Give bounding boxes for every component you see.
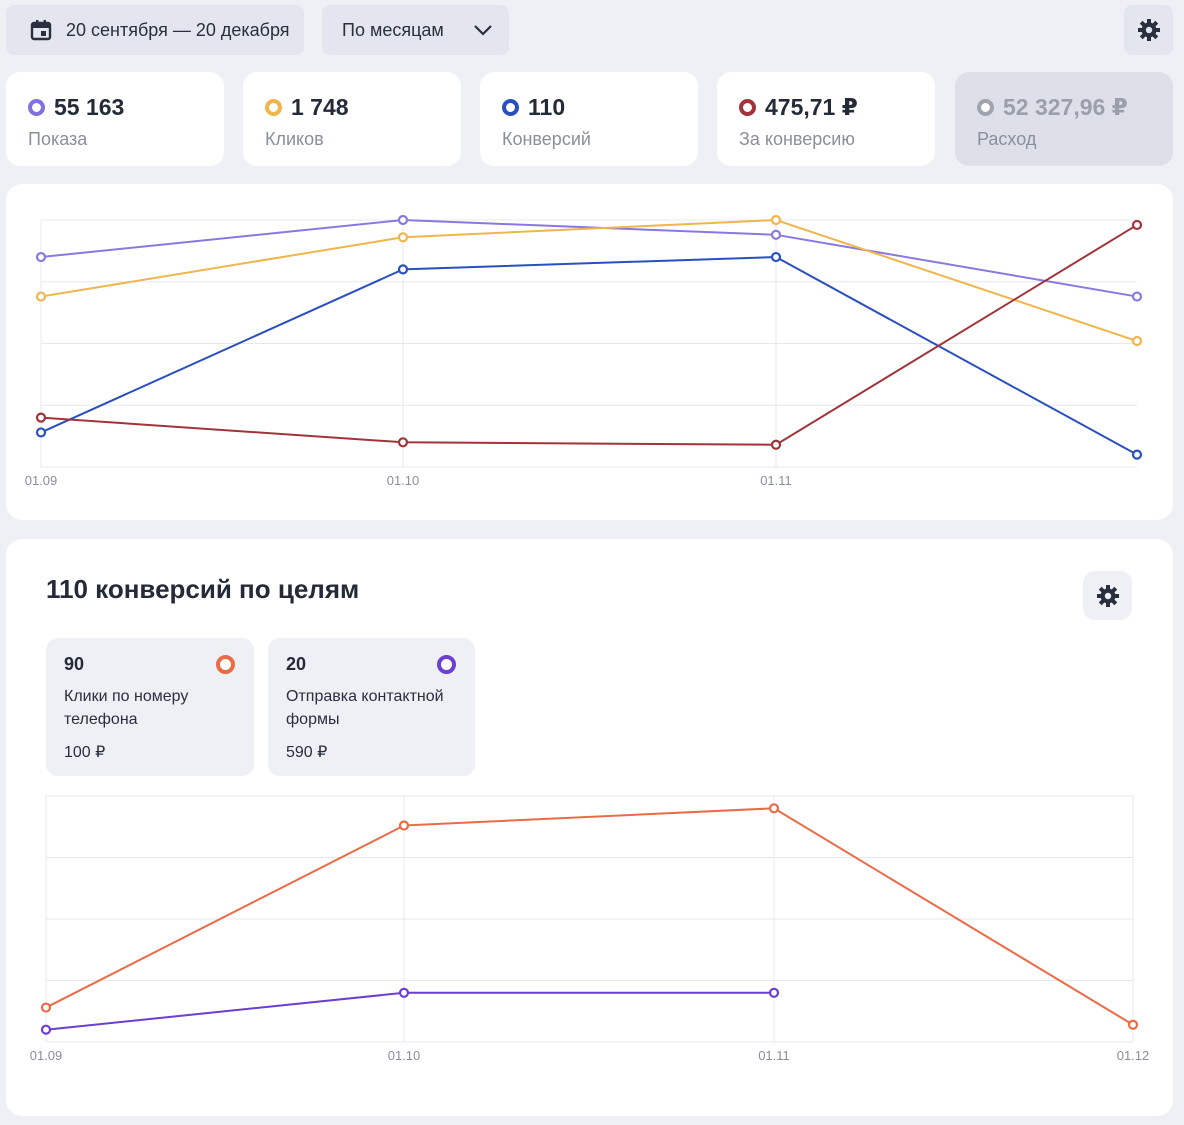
metric-impressions[interactable]: 55 163 Показа <box>6 72 224 166</box>
metric-spend[interactable]: 52 327,96 ₽ Расход <box>955 72 1173 166</box>
data-point <box>35 427 47 438</box>
metric-label: Расход <box>977 129 1037 149</box>
metric-value-row: 55 163 <box>28 94 224 121</box>
metric-value: 55 163 <box>54 94 125 120</box>
series-line <box>40 256 1138 456</box>
spend-ring-icon <box>977 99 994 116</box>
data-point <box>1131 449 1143 460</box>
metric-clicks[interactable]: 1 748 Кликов <box>243 72 461 166</box>
data-point <box>768 987 780 998</box>
goal-card-contact-form[interactable]: 20 Отправка контактной формы 590 ₽ <box>268 638 475 776</box>
goals-card: 110 конверсий по целям 90 Клики по номер… <box>6 539 1173 1116</box>
date-range-label: 20 сентября — 20 декабря <box>66 19 290 40</box>
data-point <box>397 232 409 243</box>
metric-value-row: 110 <box>502 94 698 121</box>
data-point <box>35 412 47 423</box>
cpa-ring-icon <box>739 99 756 116</box>
data-point <box>40 1024 52 1035</box>
goal-ring-icon <box>216 655 235 674</box>
metric-value: 1 748 <box>291 94 349 120</box>
metric-label: Конверсий <box>502 129 591 149</box>
metric-value: 475,71 ₽ <box>765 94 858 120</box>
data-point <box>770 229 782 240</box>
goals-title: 110 конверсий по целям <box>46 574 360 604</box>
conversions-ring-icon <box>502 99 519 116</box>
data-point <box>40 1002 52 1013</box>
goal-price: 590 ₽ <box>286 744 328 761</box>
goals-line-chart: 01.09 01.10 01.11 01.12 <box>30 795 1150 1063</box>
metric-value-row: 1 748 <box>265 94 461 121</box>
x-tick-label: 01.09 <box>30 1048 63 1063</box>
stats-chart-card: 01.09 01.10 01.11 <box>6 184 1173 520</box>
period-label: По месяцам <box>342 19 444 40</box>
metric-label: За конверсию <box>739 129 855 149</box>
data-point <box>398 820 410 831</box>
data-point <box>1127 1019 1139 1030</box>
calendar-icon <box>30 20 52 41</box>
metric-cost-per-conversion[interactable]: 475,71 ₽ За конверсию <box>717 72 935 166</box>
metric-label: Кликов <box>265 129 324 149</box>
series-line <box>40 224 1138 446</box>
chevron-down-icon <box>474 25 492 36</box>
period-select[interactable]: По месяцам <box>322 5 509 55</box>
goal-card-phone-clicks[interactable]: 90 Клики по номеру телефона 100 ₽ <box>46 638 254 776</box>
clicks-ring-icon <box>265 99 282 116</box>
goal-count: 20 <box>286 654 307 674</box>
toolbar: 20 сентября — 20 декабря По месяцам <box>0 0 1184 60</box>
series-line <box>40 218 1138 298</box>
metric-value: 110 <box>528 94 566 120</box>
data-point <box>398 987 410 998</box>
series-line <box>45 807 1134 1026</box>
gear-icon <box>1137 19 1160 41</box>
series-line <box>40 218 1138 342</box>
impressions-ring-icon <box>28 99 45 116</box>
stats-line-chart: 01.09 01.10 01.11 <box>25 214 1143 488</box>
data-point <box>1131 335 1143 347</box>
goal-name: Отправка контактной формы <box>286 688 444 728</box>
goal-name: Клики по номеру телефона <box>64 688 189 728</box>
goal-ring-icon <box>437 655 456 674</box>
x-tick-label: 01.10 <box>387 473 420 488</box>
goal-price: 100 ₽ <box>64 744 106 761</box>
data-point <box>770 439 782 450</box>
data-point <box>1131 291 1143 302</box>
x-tick-label: 01.10 <box>388 1048 421 1063</box>
metric-value-row: 475,71 ₽ <box>739 94 935 121</box>
data-point <box>770 251 782 263</box>
data-point <box>35 251 47 263</box>
goals-settings-button[interactable] <box>1083 571 1132 620</box>
data-point <box>397 264 409 275</box>
metric-value-row: 52 327,96 ₽ <box>977 94 1173 121</box>
data-point <box>1131 219 1143 231</box>
x-tick-label: 01.11 <box>758 1048 790 1063</box>
data-point <box>397 437 409 448</box>
metric-label: Показа <box>28 129 88 149</box>
gear-icon <box>1096 584 1119 607</box>
data-point <box>35 291 47 302</box>
metric-value: 52 327,96 ₽ <box>1003 94 1128 120</box>
data-point <box>768 803 780 814</box>
x-tick-label: 01.12 <box>1117 1048 1150 1063</box>
goal-count: 90 <box>64 654 85 674</box>
data-point <box>770 214 782 226</box>
data-point <box>397 214 409 226</box>
x-tick-label: 01.11 <box>760 473 792 488</box>
date-range-button[interactable]: 20 сентября — 20 декабря <box>6 5 304 55</box>
series-line <box>45 991 774 1031</box>
settings-button[interactable] <box>1124 5 1173 55</box>
x-tick-label: 01.09 <box>25 473 58 488</box>
metric-conversions[interactable]: 110 Конверсий <box>480 72 698 166</box>
